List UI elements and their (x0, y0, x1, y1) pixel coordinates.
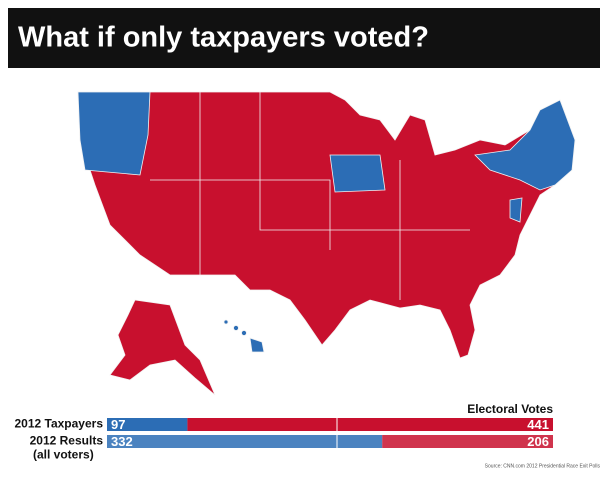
bar-chart: 2012 Taxpayers 97 441 2012 Results(all vote… (14, 417, 553, 462)
conterminous-states (77, 91, 576, 359)
state-borders (150, 179, 331, 250)
source: Source: CNN.com 2012 Presidential Race E… (485, 463, 601, 469)
value-label: 97 (111, 417, 125, 432)
category-sublabel: (all voters) (33, 448, 94, 462)
hawaii (223, 319, 229, 325)
bar-segment (187, 418, 553, 431)
value-label: 441 (527, 417, 549, 432)
us-map (77, 91, 576, 396)
alaska (109, 299, 216, 396)
mid-atlantic (509, 197, 523, 223)
hawaii (249, 337, 265, 353)
state-borders (259, 92, 470, 231)
category-label: 2012 Taxpayers (14, 417, 103, 431)
hawaii (241, 330, 247, 336)
iowa (329, 154, 386, 193)
chart-title: Electoral Votes (467, 402, 553, 416)
bar-segment (107, 435, 383, 448)
bar-segment (107, 418, 188, 431)
hawaii (233, 325, 239, 331)
title: What if only taxpayers voted? (18, 22, 429, 54)
northeast (474, 99, 576, 191)
title-bar (8, 8, 600, 68)
bar-segment (382, 435, 553, 448)
pacific-northwest (77, 91, 151, 176)
value-label: 206 (527, 434, 549, 449)
category-label: 2012 Results (30, 434, 104, 448)
value-label: 332 (111, 434, 133, 449)
